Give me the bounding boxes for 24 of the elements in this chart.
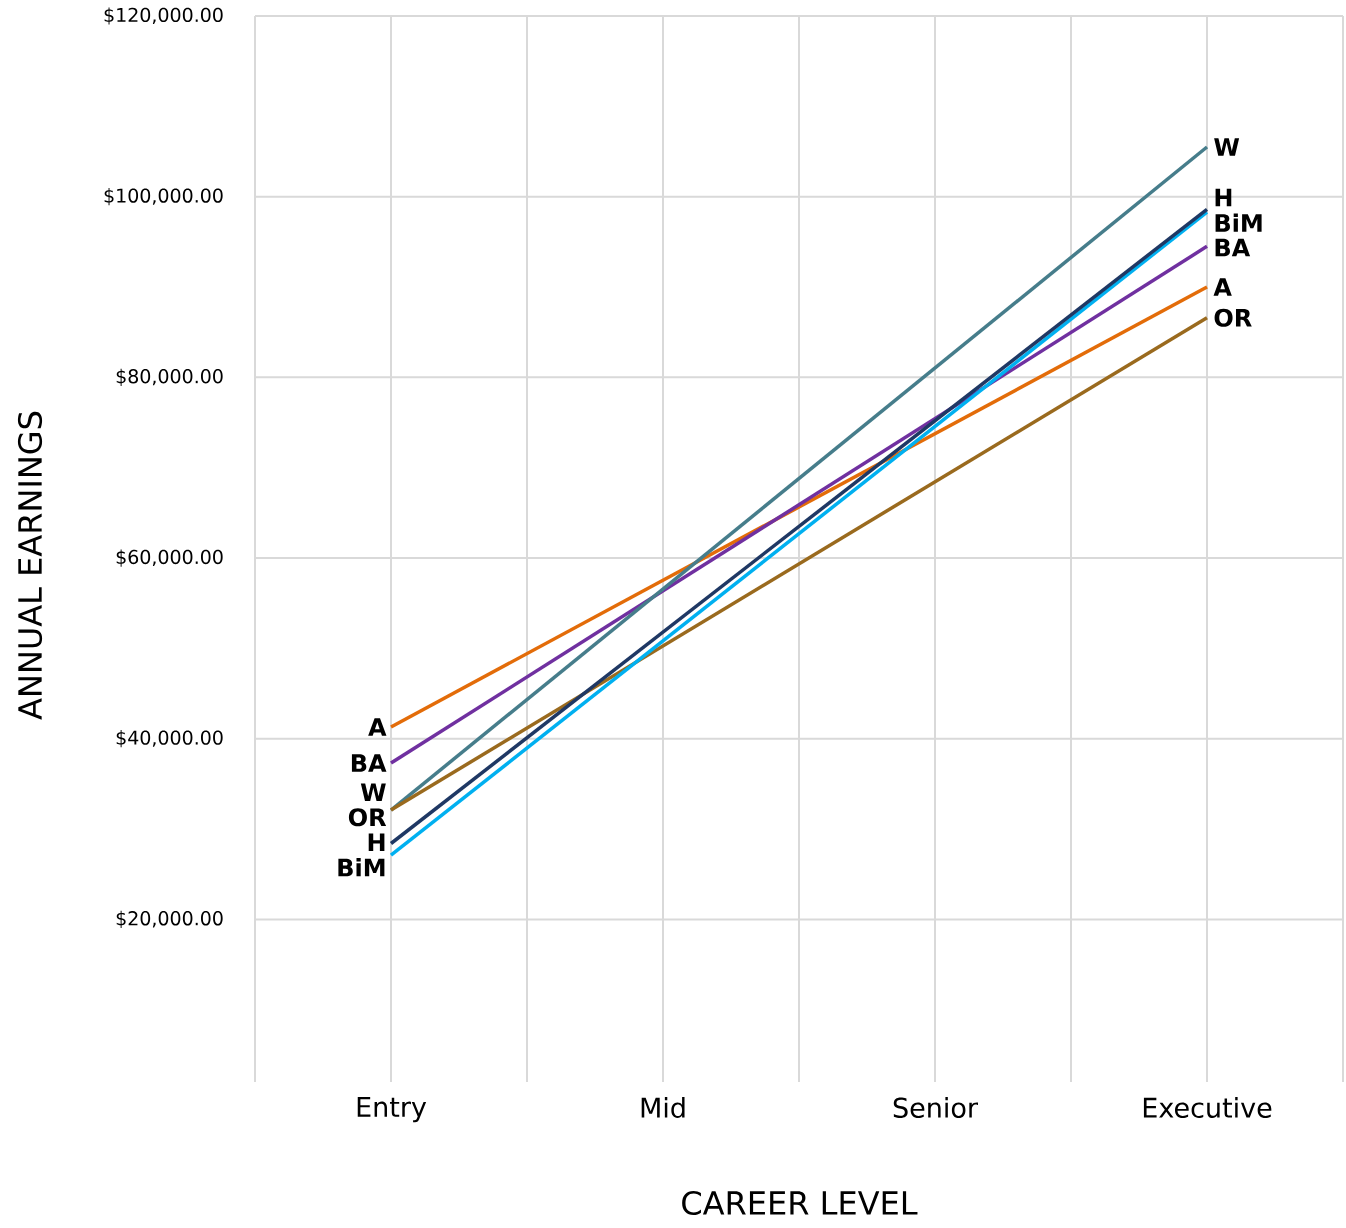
y-axis-title: ANNUAL EARNINGS: [17, 411, 43, 720]
series-label: W: [1214, 138, 1240, 156]
series-label: H: [368, 833, 385, 851]
text: W: [360, 783, 386, 801]
text: A: [1213, 278, 1232, 296]
y-tick-label: $40,000.00: [116, 730, 223, 748]
series-label: OR: [348, 808, 387, 827]
y-tick-label: $100,000.00: [104, 188, 223, 206]
y-tick-label: $120,000.00: [104, 7, 223, 25]
x-tick-label: Executive: [1143, 1097, 1272, 1118]
x-tick-label: Entry: [357, 1097, 427, 1123]
series-label: BA: [351, 754, 387, 772]
y-tick-label: $60,000.00: [116, 549, 223, 567]
series-label: A: [368, 718, 387, 736]
text: BiM: [1215, 213, 1262, 232]
series-label: BiM: [338, 858, 385, 877]
x-tick-label: Mid: [641, 1097, 685, 1118]
x-tick-label: Senior: [893, 1097, 978, 1118]
y-tick-label: $80,000.00: [116, 368, 223, 386]
text: H: [1215, 188, 1232, 207]
y-tick-label: $20,000.00: [116, 910, 223, 928]
text: OR: [1214, 308, 1252, 327]
text: BA: [1215, 238, 1251, 257]
x-axis-title: CAREER LEVEL: [682, 1190, 918, 1216]
